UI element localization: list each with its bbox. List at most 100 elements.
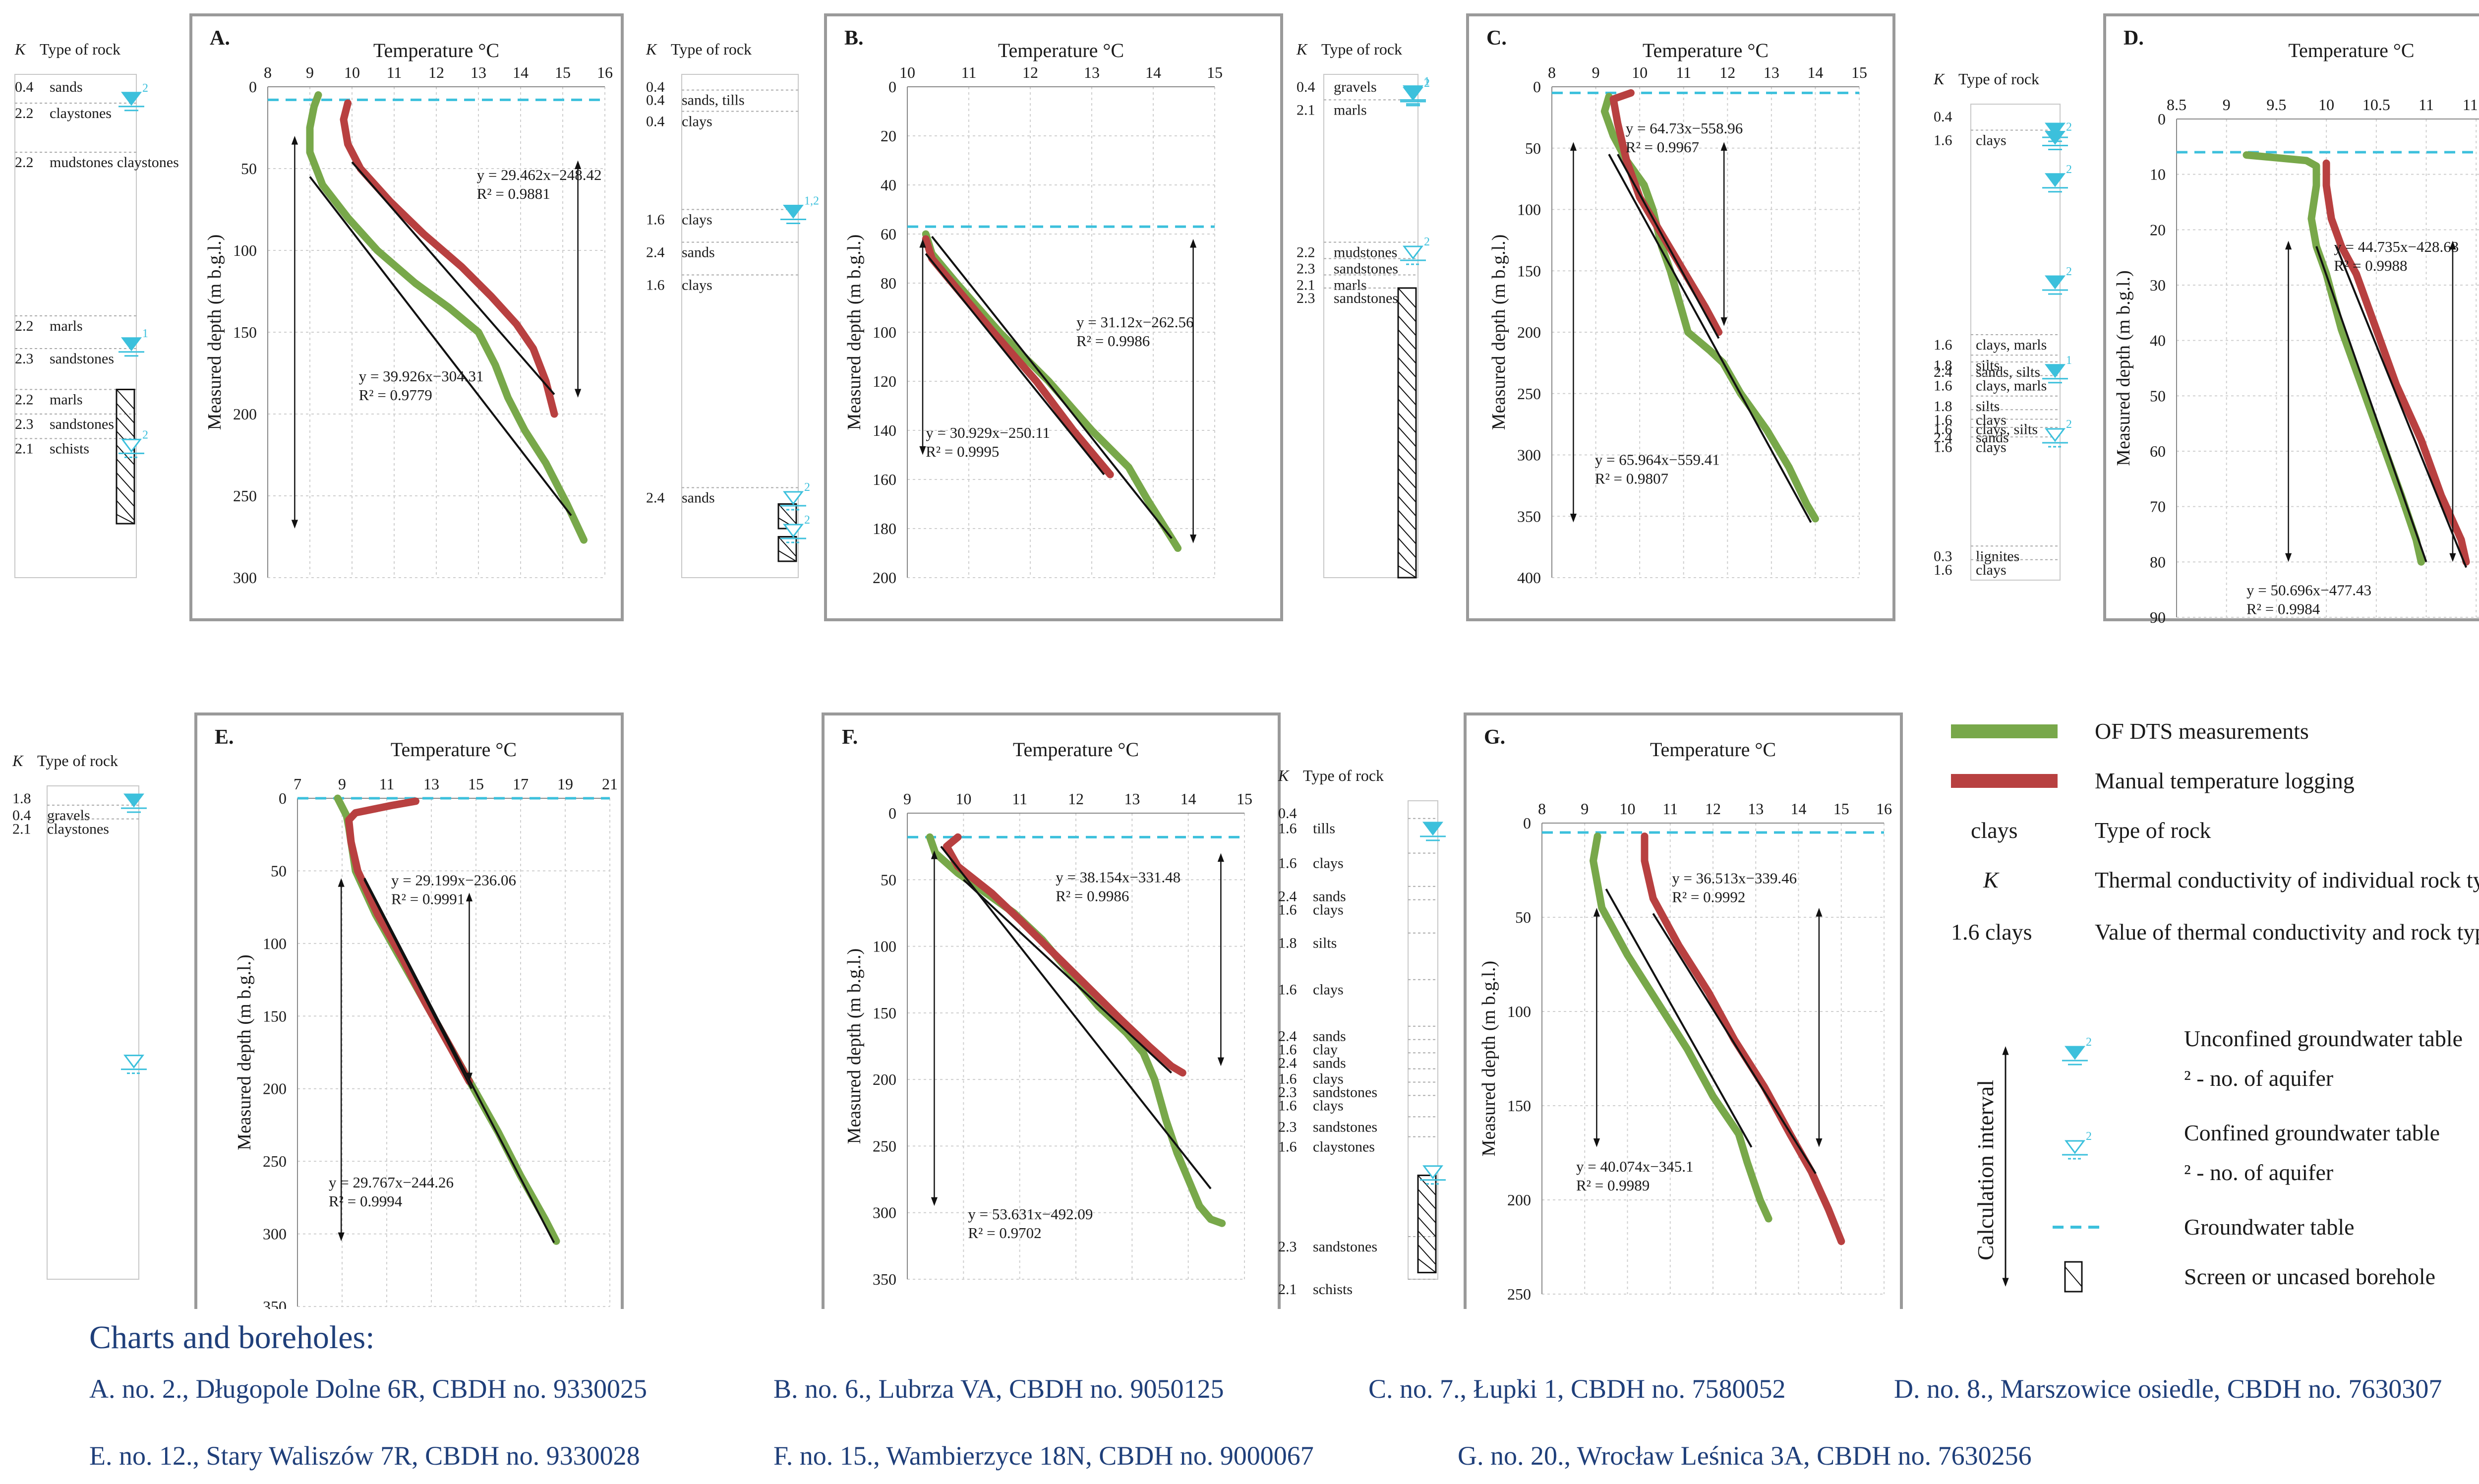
k-header: K <box>14 40 26 58</box>
regression-line <box>940 845 1212 1189</box>
rock-type-label: clays, silts <box>1976 421 2038 438</box>
borehole-column <box>47 785 139 1280</box>
legend-unconfined-label: Unconfined groundwater table <box>2184 1026 2463 1051</box>
legend-calc-interval-label: Calculation interval <box>1973 1080 1998 1260</box>
aquifer-number: 2 <box>2066 418 2072 431</box>
fit-r-squared: R² = 0.9986 <box>1056 888 1129 905</box>
thermal-conductivity-value: 2.3 <box>1278 1239 1297 1255</box>
aquifer-number: 1 <box>142 327 148 340</box>
y-tick-label: 350 <box>1517 507 1541 525</box>
x-tick-label: 10 <box>2318 96 2334 114</box>
panel-label: E. <box>215 726 234 749</box>
rock-type-label: gravels <box>1334 79 1377 95</box>
y-tick-label: 180 <box>873 520 896 537</box>
thermal-conductivity-value: 1.6 <box>1278 1139 1297 1155</box>
screen-hatch <box>1398 426 1417 447</box>
regression-line <box>931 236 1173 539</box>
screen-hatch <box>1398 385 1417 406</box>
aquifer-number: 2 <box>804 481 810 494</box>
chart-panel-d: D.Temperature °C8.599.51010.51111.512010… <box>2103 13 2479 626</box>
groundwater-triangle <box>2045 173 2066 187</box>
rock-type-label: clays <box>1976 562 2007 578</box>
chart-panel-g: G. Temperature °C 8 9 10 11 12 13 14 15 16 0 50 100 15… <box>1464 712 1903 1309</box>
chart-panel-e: E. Temperature °C 7 9 11 13 15 17 19 21 0 50 100 150 2… <box>194 712 624 1309</box>
unconfined-groundwater-icon: 1 <box>118 327 148 357</box>
rock-type-label: marls <box>50 318 83 334</box>
fit-r-squared: R² = 0.9991 <box>391 890 465 908</box>
unconfined-groundwater-icon <box>1420 822 1446 841</box>
legend: OF DTS measurements Manual temperature lo… <box>1951 718 2479 1293</box>
groundwater-triangle <box>2045 275 2066 290</box>
thermal-conductivity-value: 0.4 <box>646 114 665 130</box>
rock-type-label: clays <box>1976 439 2007 455</box>
x-tick-label: 17 <box>513 775 529 793</box>
x-tick-label: 13 <box>1748 800 1764 818</box>
x-tick-label: 9 <box>338 775 346 793</box>
rock-type-label: schists <box>50 441 89 457</box>
k-header: K <box>1933 70 1945 88</box>
legend-manual-label: Manual temperature logging <box>2095 768 2355 793</box>
calculation-interval-arrow <box>2285 553 2292 562</box>
screen-section <box>1397 287 1417 579</box>
calculation-interval-arrow <box>1190 238 1197 248</box>
fit-equation: y = 29.462x−248.42 <box>477 166 602 183</box>
rock-type-header: Type of rock <box>1321 40 1402 58</box>
thermal-conductivity-value: 2.2 <box>15 318 34 334</box>
fit-r-squared: R² = 0.9986 <box>1076 332 1150 350</box>
screen-hatch <box>1398 524 1417 544</box>
thermal-conductivity-value: 1.6 <box>1934 562 1952 578</box>
calculation-interval-arrow <box>1570 142 1577 151</box>
y-tick-label: 400 <box>1517 569 1541 587</box>
aquifer-number: 1 <box>1424 75 1430 88</box>
x-tick-label: 14 <box>1807 63 1823 81</box>
groundwater-triangle <box>1403 245 1423 260</box>
y-tick-label: 250 <box>263 1152 287 1170</box>
y-tick-label: 50 <box>2150 387 2166 405</box>
x-axis-title: Temperature °C <box>2288 39 2414 61</box>
screen-hatch <box>1398 315 1417 336</box>
rock-type-label: sands, tills <box>682 92 745 109</box>
y-tick-label: 100 <box>1507 1003 1531 1020</box>
legend-screen-label: Screen or uncased borehole <box>2184 1264 2435 1289</box>
screen-hatch <box>1398 357 1417 378</box>
y-tick-label: 200 <box>233 405 257 423</box>
panel-label: C. <box>1486 27 1507 50</box>
y-tick-label: 250 <box>1517 385 1541 403</box>
x-tick-label: 9 <box>2223 96 2231 114</box>
y-tick-label: 100 <box>263 935 287 952</box>
groundwater-triangle <box>121 337 142 352</box>
aquifer-number: 1,2 <box>804 195 819 208</box>
thermal-conductivity-value: 1.8 <box>1934 398 1952 415</box>
caption-f: F. no. 15., Wambierzyce 18N, CBDH no. 90… <box>773 1441 1314 1471</box>
x-tick-label: 10 <box>1620 800 1636 818</box>
groundwater-triangle <box>1422 822 1443 836</box>
fit-r-squared: R² = 0.9989 <box>1576 1177 1650 1194</box>
rock-type-label: sandstones <box>1334 290 1398 306</box>
calculation-interval-arrow <box>1816 1138 1823 1147</box>
calculation-interval-arrow <box>1816 908 1823 917</box>
panel-label: B. <box>844 27 864 50</box>
caption-c: C. no. 7., Łupki 1, CBDH no. 7580052 <box>1368 1374 1786 1404</box>
screen-hatch <box>1398 551 1417 572</box>
calculation-interval-arrow <box>1720 317 1727 326</box>
thermal-conductivity-value: 1.6 <box>1934 337 1952 353</box>
rock-type-label: sands <box>682 244 715 261</box>
y-tick-label: 80 <box>881 274 896 292</box>
x-axis-title: Temperature °C <box>1643 39 1769 61</box>
thermal-conductivity-value: 2.3 <box>1278 1084 1297 1101</box>
calculation-interval-arrow <box>1593 908 1600 917</box>
calculation-interval-arrow <box>575 160 582 170</box>
unconfined-groundwater-icon <box>121 793 147 813</box>
calculation-interval-arrow <box>291 136 298 145</box>
y-tick-label: 250 <box>873 1137 896 1155</box>
regression-line <box>1617 154 1720 339</box>
screen-hatch <box>1398 482 1417 503</box>
screen-hatch <box>116 472 135 493</box>
thermal-conductivity-value: 1.6 <box>1278 1071 1297 1087</box>
aquifer-number: 2 <box>142 82 148 95</box>
calculation-interval-arrow <box>466 892 473 901</box>
y-tick-label: 80 <box>2150 553 2166 571</box>
x-tick-label: 16 <box>597 63 613 81</box>
